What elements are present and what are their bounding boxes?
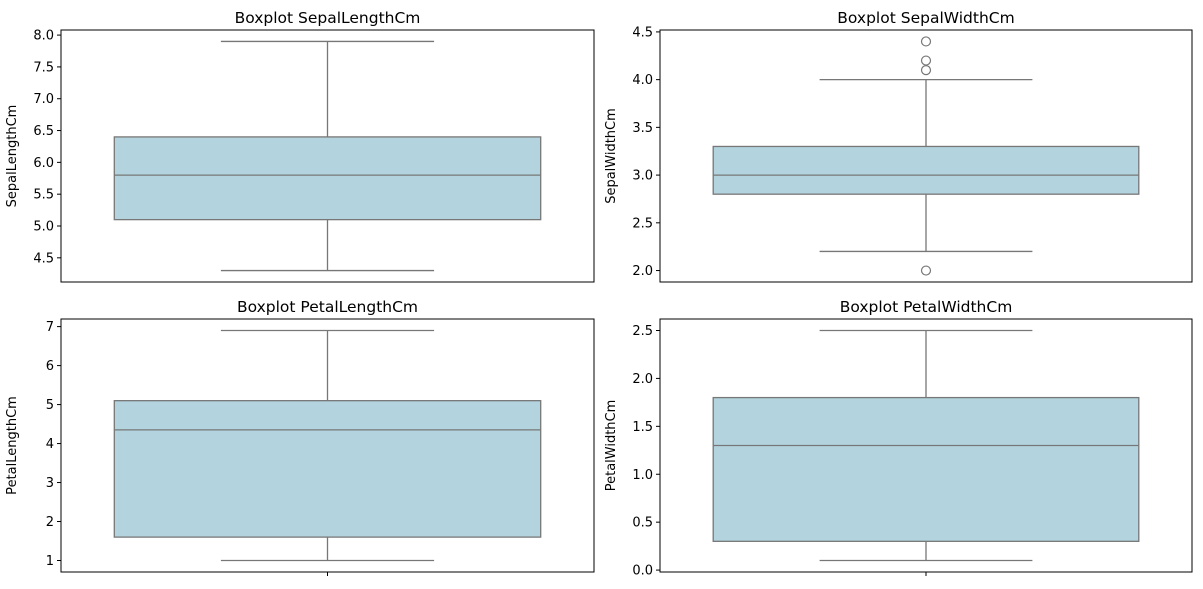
y-tick-label: 1.0 — [632, 468, 653, 483]
boxplot-panel-4: Boxplot PetalWidthCm PetalWidthCm 0.0 0.5 1.… — [604, 298, 1193, 579]
y-axis-label: PetalLengthCm — [5, 396, 20, 495]
axes-frame — [60, 29, 595, 283]
y-tick-label: 6.5 — [33, 124, 54, 139]
y-tick-label: 3 — [46, 476, 54, 491]
y-tick-label: 5.0 — [33, 220, 54, 235]
chart-title: Boxplot PetalWidthCm — [840, 298, 1013, 316]
boxplot-panel-2: Boxplot SepalWidthCm SepalWidthCm 2.0 2.5 3.… — [604, 9, 1193, 283]
y-tick-label: 4.5 — [33, 251, 54, 266]
outlier-point — [920, 55, 932, 66]
outlier-point — [920, 265, 932, 276]
y-tick-label: 0.0 — [632, 564, 653, 579]
y-tick-label: 2.5 — [632, 216, 653, 231]
y-axis-label: PetalWidthCm — [604, 400, 619, 492]
y-axis-label: SepalLengthCm — [5, 105, 20, 208]
y-tick-label: 2.0 — [632, 264, 653, 279]
chart-title: Boxplot SepalLengthCm — [235, 9, 421, 27]
outlier-point — [920, 64, 932, 76]
y-tick-label: 7.5 — [33, 60, 54, 75]
outlier-point — [920, 36, 932, 47]
axes-frame — [659, 29, 1193, 283]
y-tick-label: 3.0 — [632, 169, 653, 184]
y-axis-label: SepalWidthCm — [604, 108, 619, 204]
y-tick-label: 7 — [46, 320, 54, 335]
y-tick-label: 2.5 — [632, 324, 653, 339]
y-tick-label: 2 — [46, 515, 54, 530]
y-tick-label: 0.5 — [632, 516, 653, 531]
boxplot-panel-3: Boxplot PetalLengthCm PetalLengthCm 1 2 3 4 5 6… — [5, 298, 595, 576]
boxplot-panel-1: Boxplot SepalLengthCm SepalLengthCm 4.5 5.0… — [5, 9, 595, 283]
y-tick-label: 3.5 — [632, 121, 653, 136]
y-tick-label: 6.0 — [33, 156, 54, 171]
y-tick-label: 1.5 — [632, 420, 653, 435]
y-tick-label: 8.0 — [33, 29, 54, 44]
y-tick-label: 6 — [46, 359, 54, 374]
y-tick-label: 4.0 — [632, 73, 653, 88]
y-tick-label: 2.0 — [632, 372, 653, 387]
iqr-box — [712, 396, 1140, 542]
y-tick-label: 7.0 — [33, 92, 54, 107]
y-tick-label: 5 — [46, 398, 54, 413]
y-tick-label: 1 — [46, 554, 54, 569]
iqr-box — [113, 400, 542, 538]
chart-title: Boxplot PetalLengthCm — [237, 298, 418, 316]
y-tick-label: 4.5 — [632, 25, 653, 40]
axes-frame — [60, 318, 595, 573]
y-tick-label: 5.5 — [33, 188, 54, 203]
chart-title: Boxplot SepalWidthCm — [837, 9, 1014, 27]
iqr-box — [712, 145, 1140, 195]
y-tick-label: 4 — [46, 437, 54, 452]
iqr-box — [113, 136, 542, 221]
axes-frame — [659, 318, 1193, 573]
